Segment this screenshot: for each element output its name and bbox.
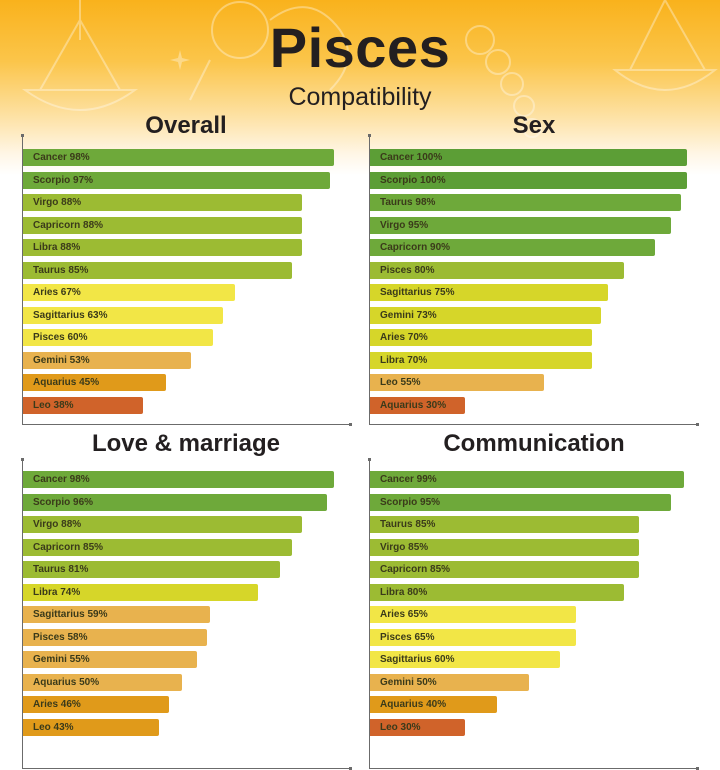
bar-aquarius: Aquarius 45% (23, 374, 166, 391)
chart-overall: Overall Cancer 98% Scorpio 97% Virgo 88% Ca… (16, 108, 356, 428)
bar-leo: Leo 30% (370, 718, 466, 736)
bar-leo: Leo 55% (370, 374, 545, 391)
bar-cancer: Cancer 98% (23, 471, 334, 488)
bar-virgo: Virgo 88% (23, 516, 302, 533)
bar-virgo: Virgo 85% (370, 538, 640, 556)
x-axis (369, 423, 699, 426)
y-axis (21, 458, 24, 768)
bar-cancer: Cancer 98% (23, 149, 334, 166)
bar-aquarius: Aquarius 30% (370, 396, 466, 414)
bar-gemini: Gemini 53% (23, 351, 191, 369)
bar-sagittarius: Sagittarius 60% (370, 651, 561, 668)
chart-love-marriage: Love & marriage Cancer 98% Scorpio 96% Vir… (16, 430, 356, 770)
bar-libra: Libra 74% (23, 583, 258, 601)
bar-cancer: Cancer 100% (370, 149, 687, 166)
bar-gemini: Gemini 50% (370, 673, 529, 691)
bar-scorpio: Scorpio 97% (23, 171, 331, 189)
bar-taurus: Taurus 98% (370, 194, 681, 211)
bar-aries: Aries 67% (23, 284, 236, 301)
y-axis (368, 134, 371, 424)
bar-sagittarius: Sagittarius 59% (23, 606, 211, 623)
x-axis (22, 423, 352, 426)
bar-pisces: Pisces 80% (370, 261, 624, 279)
chart-title-love-marriage: Love & marriage (91, 430, 281, 457)
scorpio-tail-decoration-icon (465, 25, 542, 138)
bar-libra: Libra 88% (23, 239, 302, 256)
bar-pisces: Pisces 60% (23, 329, 214, 346)
bar-pisces: Pisces 65% (370, 628, 577, 646)
bar-leo: Leo 43% (23, 718, 160, 736)
libra-scale-right-decoration-icon (612, 0, 718, 91)
chart-title-overall: Overall (145, 112, 227, 139)
bar-aries: Aries 65% (370, 606, 577, 623)
bar-virgo: Virgo 88% (23, 194, 302, 211)
bar-sagittarius: Sagittarius 63% (23, 306, 223, 324)
bar-cancer: Cancer 99% (370, 471, 684, 488)
bar-taurus: Taurus 81% (23, 561, 280, 578)
bar-aries: Aries 46% (23, 696, 169, 713)
bar-scorpio: Scorpio 95% (370, 493, 672, 511)
chart-communication: Communication Cancer 99% Scorpio 95% Tauru… (364, 430, 704, 770)
x-axis (369, 767, 699, 770)
bar-leo: Leo 38% (23, 396, 144, 414)
y-axis (368, 458, 371, 768)
x-axis (22, 767, 352, 770)
bar-aquarius: Aquarius 50% (23, 673, 182, 691)
bar-gemini: Gemini 73% (370, 306, 602, 324)
scorpion-decoration-icon (189, 1, 349, 101)
bar-capricorn: Capricorn 88% (23, 216, 302, 234)
bar-libra: Libra 80% (370, 583, 624, 601)
chart-title-sex: Sex (512, 112, 556, 139)
bar-aquarius: Aquarius 40% (370, 696, 497, 713)
bar-taurus: Taurus 85% (370, 516, 640, 533)
bar-gemini: Gemini 55% (23, 651, 198, 668)
bar-taurus: Taurus 85% (23, 261, 293, 279)
bar-capricorn: Capricorn 85% (370, 561, 640, 578)
bar-scorpio: Scorpio 96% (23, 493, 328, 511)
bar-libra: Libra 70% (370, 351, 592, 369)
chart-title-communication: Communication (443, 430, 625, 457)
header-banner: Pisces Compatibility (0, 0, 720, 175)
sparkle-decoration-icon (170, 50, 190, 70)
y-axis (21, 134, 24, 424)
bar-aries: Aries 70% (370, 329, 592, 346)
bar-capricorn: Capricorn 85% (23, 538, 293, 556)
chart-sex: Sex Cancer 100% Scorpio 100% Taurus 98% Vir… (364, 108, 704, 428)
bar-scorpio: Scorpio 100% (370, 171, 687, 189)
bar-pisces: Pisces 58% (23, 628, 207, 646)
bar-sagittarius: Sagittarius 75% (370, 284, 608, 301)
bar-virgo: Virgo 95% (370, 216, 672, 234)
page-title: Pisces (269, 16, 451, 79)
bar-capricorn: Capricorn 90% (370, 239, 656, 256)
libra-scale-decoration-icon (21, 0, 139, 111)
page-subtitle: Compatibility (288, 83, 432, 111)
